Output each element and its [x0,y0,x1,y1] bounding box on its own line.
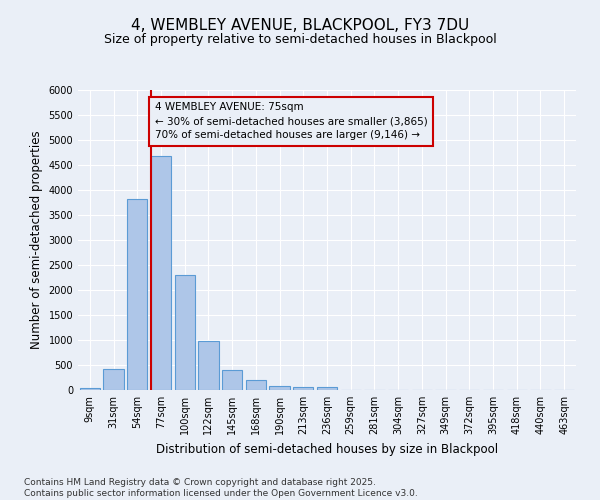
Text: Size of property relative to semi-detached houses in Blackpool: Size of property relative to semi-detach… [104,32,496,46]
Bar [127,199,148,390]
Bar [151,156,171,390]
Bar [80,388,100,390]
Bar [199,341,218,390]
Bar [317,387,337,390]
Bar [269,386,290,390]
Text: Contains HM Land Registry data © Crown copyright and database right 2025.
Contai: Contains HM Land Registry data © Crown c… [24,478,418,498]
Y-axis label: Number of semi-detached properties: Number of semi-detached properties [30,130,43,350]
Text: 4 WEMBLEY AVENUE: 75sqm
← 30% of semi-detached houses are smaller (3,865)
70% of: 4 WEMBLEY AVENUE: 75sqm ← 30% of semi-de… [155,102,427,141]
Bar [103,368,124,390]
Bar [293,387,313,390]
X-axis label: Distribution of semi-detached houses by size in Blackpool: Distribution of semi-detached houses by … [156,442,498,456]
Bar [246,380,266,390]
Bar [175,275,195,390]
Text: 4, WEMBLEY AVENUE, BLACKPOOL, FY3 7DU: 4, WEMBLEY AVENUE, BLACKPOOL, FY3 7DU [131,18,469,32]
Bar [222,370,242,390]
